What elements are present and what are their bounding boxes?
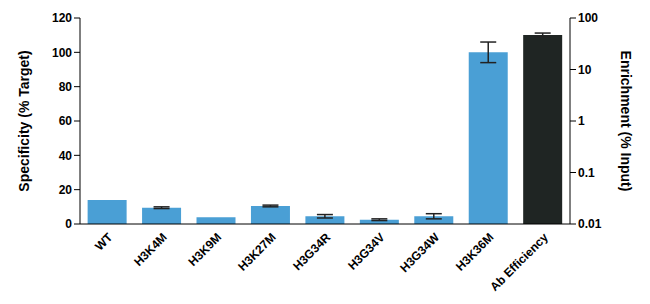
svg-text:10: 10 <box>578 63 592 77</box>
svg-text:1: 1 <box>578 114 585 128</box>
svg-text:100: 100 <box>52 46 72 60</box>
svg-text:H3K4M: H3K4M <box>131 230 170 269</box>
svg-text:H3K27M: H3K27M <box>235 230 278 273</box>
svg-text:H3G34R: H3G34R <box>290 230 333 273</box>
svg-text:H3G34V: H3G34V <box>345 230 387 272</box>
svg-text:100: 100 <box>578 11 598 25</box>
svg-text:0: 0 <box>65 217 72 231</box>
svg-text:Enrichment (% Input): Enrichment (% Input) <box>618 51 634 192</box>
svg-text:H3K36M: H3K36M <box>453 230 496 273</box>
svg-text:80: 80 <box>59 80 73 94</box>
svg-text:60: 60 <box>59 114 73 128</box>
svg-text:H3K9M: H3K9M <box>186 230 225 269</box>
svg-text:WT: WT <box>92 230 116 254</box>
svg-text:40: 40 <box>59 149 73 163</box>
svg-text:120: 120 <box>52 11 72 25</box>
svg-text:0.1: 0.1 <box>578 166 595 180</box>
svg-text:0.01: 0.01 <box>578 217 602 231</box>
svg-text:H3G34W: H3G34W <box>397 230 442 275</box>
svg-text:20: 20 <box>59 183 73 197</box>
svg-text:Ab Efficiency: Ab Efficiency <box>487 230 551 294</box>
svg-text:Specificity (% Target): Specificity (% Target) <box>16 50 32 191</box>
